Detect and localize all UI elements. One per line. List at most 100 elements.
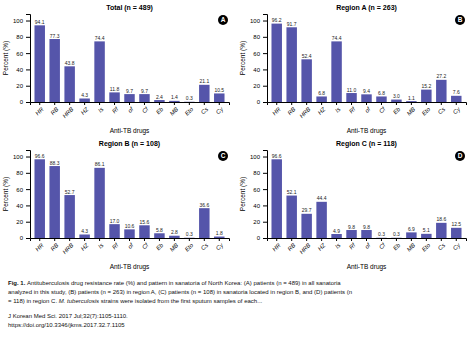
x-tick-mark [99,102,100,105]
y-tick-mark [263,37,267,38]
data-label: 5.1 [423,227,430,233]
y-tick-mark [263,205,267,206]
x-axis-title: Anti-TB drugs [110,263,150,271]
x-tick-mark [204,102,205,105]
x-tick-mark [129,102,130,105]
x-tick: HRB [61,102,74,119]
x-tick-mark [351,102,352,105]
x-tick: Rf [348,102,357,115]
data-label: 74.4 [332,35,342,41]
bar [346,93,356,102]
bar [436,80,446,102]
x-tick: Is [334,102,342,114]
x-tick: Eb [155,238,165,252]
x-tick-mark [69,238,70,241]
x-tick: Cy [215,102,225,116]
x-tick-label: MB [406,242,417,253]
y-tick: 80 [16,34,30,40]
x-tick: Cy [452,238,462,252]
x-tick: Cf [141,238,150,251]
y-tick-mark [26,205,30,206]
x-tick: RB [49,102,59,116]
y-tick-mark [26,222,30,223]
panel: 020406080100HRRBHRBHZIsRfofCfEbMBEtoCsCy… [2,4,230,135]
y-tick-mark [263,222,267,223]
y-tick-mark [263,102,267,103]
x-tick-label: RB [286,106,296,116]
data-label: 10.6 [125,223,135,229]
x-tick-label: Cs [200,242,209,251]
x-tick-mark [291,238,292,241]
data-label: 52.1 [287,189,297,195]
panel-label-text: D [458,152,463,159]
y-tick-label: 60 [253,187,260,193]
x-tick: HZ [80,102,90,116]
panel-label: B [455,15,465,25]
x-tick: Is [97,102,105,114]
data-labels: 94.177.343.84.374.411.89.79.72.41.40.321… [35,19,224,101]
x-axis: HRRBHRBHZIsRfofCfEbMBEtoCsCy [268,102,467,119]
data-label: 96.6 [272,153,282,159]
bar [124,229,134,238]
x-tick-mark [189,238,190,241]
data-label: 52.7 [65,189,75,195]
x-tick-label: MB [169,242,180,253]
x-tick-label: Is [97,242,105,250]
y-tick: 20 [16,219,30,225]
caption-text: analyzed in this study, (B) patients (n … [8,289,352,295]
y-tick-mark [263,69,267,70]
bar [391,237,401,238]
y-axis-title: Percent (%) [239,177,247,211]
y-tick-mark [26,69,30,70]
x-tick-mark [441,238,442,241]
x-tick-mark [306,102,307,105]
x-tick-mark [381,102,382,105]
x-tick-mark [396,102,397,105]
y-tick: 0 [20,235,30,241]
data-label: 1.1 [408,95,415,101]
x-tick-label: of [127,105,136,114]
bar [286,27,296,102]
bar [451,228,461,238]
x-tick-mark [411,238,412,241]
bar [286,196,296,238]
y-tick-label: 80 [253,170,260,176]
panel-title: Region C (n = 118) [336,140,397,148]
bar [64,66,74,102]
panel-label: A [218,15,228,25]
y-tick-label: 100 [13,154,24,160]
panel-title: Total (n = 489) [106,4,153,12]
x-tick-label: Cy [452,241,462,251]
bars [34,25,224,102]
data-labels: 96.291.752.46.874.411.09.46.83.01.115.22… [272,17,460,100]
y-tick-label: 80 [253,34,260,40]
x-tick-label: Cf [378,241,387,250]
x-tick-label: Cs [437,242,446,251]
x-tick-label: RB [49,242,59,252]
bar [94,168,104,238]
y-tick-mark [263,21,267,22]
x-tick-label: HZ [80,242,90,252]
bar [361,94,371,102]
y-tick-label: 20 [16,219,23,225]
y-tick-label: 80 [16,34,23,40]
y-tick-mark [263,189,267,190]
bar [361,230,371,238]
x-tick-mark [336,238,337,241]
y-tick: 60 [253,187,267,193]
y-tick-mark [263,53,267,54]
x-tick-label: Eb [392,106,402,116]
x-tick-mark [159,102,160,105]
x-tick-label: Cs [200,106,209,115]
x-tick: Eto [421,238,432,253]
y-axis: 020406080100 [250,15,268,106]
data-label: 44.4 [317,195,327,201]
data-labels: 96.652.129.744.44.99.89.80.30.36.95.118.… [272,153,461,237]
x-tick: MB [169,238,180,253]
x-axis-line [268,239,467,242]
y-axis: 020406080100 [13,15,31,106]
y-tick: 20 [253,83,267,89]
y-tick: 100 [13,18,30,24]
y-tick: 40 [16,67,30,73]
x-axis-line [268,103,467,106]
